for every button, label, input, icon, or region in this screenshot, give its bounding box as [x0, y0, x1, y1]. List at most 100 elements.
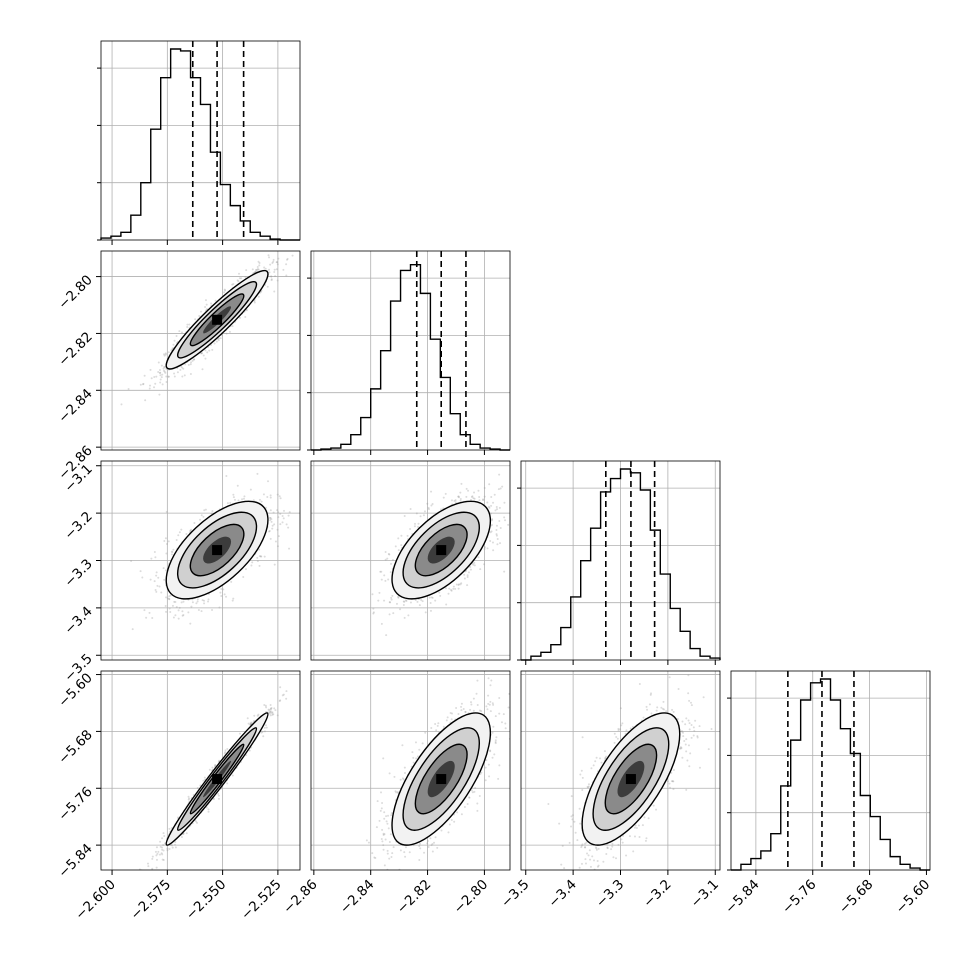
sample-point [160, 364, 163, 367]
sample-point [181, 610, 184, 613]
sample-point [269, 703, 272, 706]
sample-point [444, 587, 447, 590]
sample-point [148, 387, 151, 390]
sample-point [417, 525, 420, 528]
sample-point [168, 847, 171, 850]
sample-point [189, 529, 192, 532]
sample-point [391, 558, 394, 561]
sample-point [276, 509, 279, 512]
sample-point [161, 383, 164, 386]
sample-point [473, 564, 476, 567]
sample-point [173, 600, 176, 603]
sample-point [254, 270, 257, 273]
sample-point [494, 509, 497, 512]
sample-point [387, 578, 390, 581]
sample-point [406, 534, 409, 537]
sample-point [486, 547, 489, 550]
sample-point [201, 352, 204, 355]
sample-point [200, 610, 203, 613]
sample-point [482, 499, 485, 502]
sample-point [170, 553, 173, 556]
sample-point [260, 555, 263, 558]
sample-point [232, 493, 235, 496]
sample-point [188, 323, 191, 326]
sample-point [483, 547, 486, 550]
sample-point [199, 352, 202, 355]
sample-point [201, 599, 204, 602]
sample-point [222, 588, 225, 591]
sample-point [444, 492, 447, 495]
sample-point [272, 260, 275, 263]
sample-point [495, 534, 498, 537]
sample-point [383, 574, 386, 577]
sample-point [238, 272, 241, 275]
sample-point [271, 524, 274, 527]
sample-point [187, 795, 190, 798]
panel-content [311, 461, 510, 660]
sample-point [158, 371, 161, 374]
sample-point [263, 555, 266, 558]
sample-point [492, 501, 495, 504]
sample-point [155, 571, 158, 574]
sample-point [482, 498, 485, 501]
sample-point [151, 857, 154, 860]
panel-frame [730, 670, 931, 871]
sample-point [256, 472, 259, 475]
sample-point [173, 339, 176, 342]
sample-point [149, 384, 152, 387]
sample-point [196, 821, 199, 824]
sample-point [487, 505, 490, 508]
sample-point [224, 749, 227, 752]
sample-point [191, 601, 194, 604]
sample-point [178, 531, 181, 534]
sample-point [265, 726, 268, 729]
sample-point [458, 496, 461, 499]
sample-point [388, 553, 391, 556]
sample-point [207, 600, 210, 603]
sample-point [469, 565, 472, 568]
sample-point [166, 597, 169, 600]
sample-point [127, 387, 130, 390]
sample-point [285, 263, 288, 266]
sample-point [400, 544, 403, 547]
sample-point [214, 764, 217, 767]
sample-point [286, 257, 289, 260]
sample-point [155, 375, 158, 378]
sample-point [466, 574, 469, 577]
sample-point [421, 600, 424, 603]
sample-point [154, 850, 157, 853]
sample-point [257, 268, 260, 271]
sample-point [142, 382, 145, 385]
sample-point [145, 616, 148, 619]
sample-point [173, 375, 176, 378]
scatter-panel-2-0 [100, 460, 301, 661]
sample-point [225, 332, 228, 335]
sample-point [279, 512, 282, 515]
sample-point [174, 614, 177, 617]
sample-point [208, 349, 211, 352]
sample-point [273, 563, 276, 566]
sample-point [203, 509, 206, 512]
sample-point [422, 514, 425, 517]
sample-point [236, 279, 239, 282]
sample-point [204, 299, 207, 302]
sample-point [164, 352, 167, 355]
sample-point [394, 545, 397, 548]
sample-point [442, 496, 445, 499]
sample-point [498, 520, 501, 523]
sample-point [176, 816, 179, 819]
sample-point [470, 495, 473, 498]
sample-point [390, 596, 393, 599]
sample-point [257, 260, 260, 263]
sample-point [220, 594, 223, 597]
sample-point [153, 386, 156, 389]
sample-point [380, 578, 383, 581]
sample-point [377, 599, 380, 602]
sample-point [175, 606, 178, 609]
sample-point [197, 608, 200, 611]
sample-point [194, 318, 197, 321]
sample-point [291, 254, 294, 257]
sample-point [162, 832, 165, 835]
sample-point [258, 264, 261, 267]
sample-point [391, 594, 394, 597]
